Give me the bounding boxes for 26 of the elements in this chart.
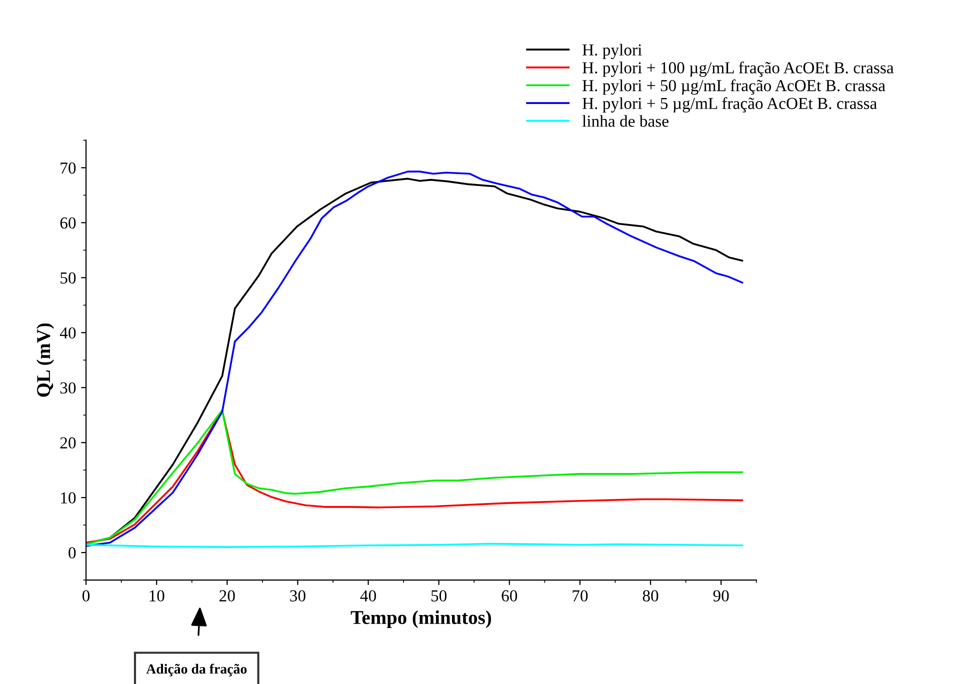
- text: Adição da fração: [146, 664, 247, 676]
- x-tick-label: 10: [150, 590, 164, 602]
- y-tick-label: 50: [60, 272, 76, 284]
- legend-label: H. pylori + 5 µg/mL fração AcOEt B. crassa: [582, 97, 877, 113]
- x-tick-label: 40: [360, 590, 376, 602]
- y-tick-label: 30: [60, 382, 76, 394]
- y-tick-label: 20: [60, 437, 76, 449]
- y-tick-label: 70: [60, 162, 76, 174]
- x-tick-label: 90: [713, 590, 729, 602]
- y-tick-label: 40: [60, 327, 76, 339]
- x-tick-label: 20: [220, 590, 235, 602]
- x-tick-label: 60: [502, 590, 518, 602]
- x-tick-label: 70: [572, 590, 588, 602]
- x-tick-label: 50: [431, 590, 447, 602]
- x-tick-label: 30: [290, 590, 306, 602]
- legend-label: H. pylori + 100 µg/mL fração AcOEt B. crassa: [582, 62, 894, 77]
- legend-label: H. pylori + 50 µg/mL fração AcOEt B. crassa: [582, 79, 886, 95]
- y-axis-title: QL (mV): [36, 323, 54, 397]
- legend-label: linha de base: [582, 115, 668, 127]
- y-tick-label: 10: [61, 492, 76, 504]
- x-tick-label: 80: [642, 590, 658, 602]
- legend-label: H. pylori: [582, 44, 642, 60]
- y-tick-label: 0: [68, 547, 76, 558]
- x-tick-label: 0: [82, 590, 90, 602]
- y-tick-label: 60: [60, 217, 76, 229]
- x-axis-title: Tempo (minutos): [350, 610, 492, 628]
